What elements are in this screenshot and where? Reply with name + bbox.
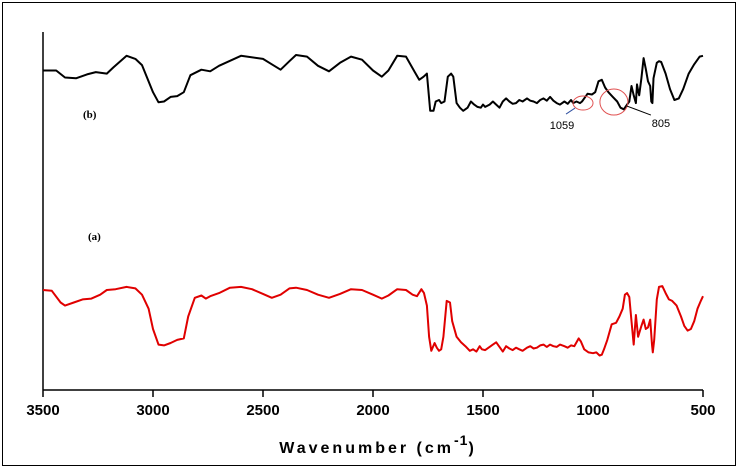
x-tick-label: 3500 — [26, 402, 59, 419]
annotation-1059-circle — [573, 96, 593, 110]
x-axis-title-main: Wavenumber (cm — [279, 440, 454, 457]
x-tick-label: 2000 — [356, 402, 389, 419]
annotation-1059-leader — [566, 108, 575, 114]
x-tick-label: 1000 — [576, 402, 609, 419]
annotation-805-label: 805 — [652, 118, 670, 130]
series-label-a: (a) — [88, 231, 101, 243]
x-axis-title-superscript: -1 — [454, 432, 468, 448]
annotation-805-leader — [627, 106, 651, 115]
series-label-b: (b) — [83, 109, 97, 121]
x-axis-title: Wavenumber (cm-1) — [279, 432, 477, 457]
x-tick-label: 500 — [690, 402, 715, 419]
x-tick-label: 3000 — [136, 402, 169, 419]
x-axis-title-close: ) — [468, 440, 476, 457]
series-line-a — [43, 286, 703, 355]
x-tick-label: 1500 — [466, 402, 499, 419]
series-line-b — [43, 55, 703, 111]
annotation-805-circle — [600, 89, 628, 115]
x-tick-label: 2500 — [246, 402, 279, 419]
annotation-1059-label: 1059 — [550, 120, 574, 132]
